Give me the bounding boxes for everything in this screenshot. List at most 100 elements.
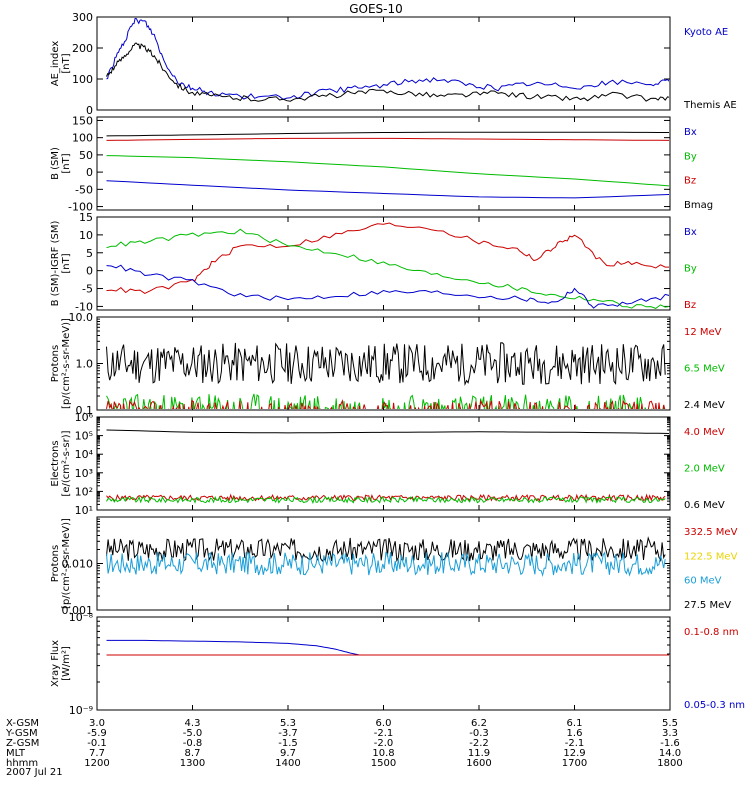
series-line-bz: [106, 137, 669, 141]
x-row-value: -5.0: [183, 728, 203, 739]
y-axis-label: AE_index[nT]: [50, 41, 72, 87]
y-tick-label: 50: [79, 149, 93, 162]
legend-entry: 0.1-0.8 nm: [684, 627, 739, 638]
x-row-value: 9.7: [280, 748, 296, 759]
x-row-value: 10.8: [372, 748, 394, 759]
x-row-value: -2.0: [374, 738, 394, 749]
x-row-value: -2.1: [374, 728, 394, 739]
panel-bsm: -100 -50 0 50 100 150 B (SM)[nT] Bx By Bz Bmag: [50, 114, 713, 213]
x-row-value: 6.0: [376, 718, 392, 729]
y-tick-label: 0: [86, 166, 93, 179]
x-row-value: -2.1: [565, 738, 585, 749]
y-axis-label-line: [nT]: [61, 153, 72, 173]
legend-entry: 60 MeV: [684, 576, 722, 587]
series-line-60-mev: [106, 551, 666, 577]
y-axis-label-line: [nT]: [61, 53, 72, 73]
x-row-value: -0.3: [469, 728, 489, 739]
y-axis-label-line: AE_index: [50, 41, 61, 87]
series-group: [106, 536, 666, 577]
x-row-label: Y-GSM: [5, 728, 38, 739]
x-row-value: 1800: [657, 758, 682, 769]
legend-entry: 27.5 MeV: [684, 600, 731, 611]
y-axis-label: B (SM)[nT]: [50, 147, 72, 180]
y-axis-label-line: B (SM): [50, 147, 61, 180]
x-row-value: -0.1: [87, 738, 107, 749]
series-group: [106, 342, 666, 409]
y-tick-label: 10²: [75, 485, 93, 498]
legend-entry: 0.05-0.3 nm: [684, 700, 745, 711]
legend-entry: Bz: [684, 300, 696, 311]
y-tick-label: 15: [79, 211, 93, 224]
y-tick-label: 100: [72, 132, 93, 145]
y-tick-label: 10⁶: [75, 411, 94, 424]
y-tick-label: 10⁻⁹: [69, 704, 93, 717]
y-tick-label: 0.010: [62, 558, 94, 571]
series-group: [106, 131, 669, 199]
series-line-bx: [106, 180, 669, 199]
series-line-bx: [106, 264, 669, 309]
y-tick-label: -100: [68, 201, 93, 214]
y-axis-label: Protons[p/(cm²-s-sr-MeV)]: [50, 318, 72, 409]
series-line-kyoto-ae: [106, 18, 669, 100]
series-line-0-6-mev: [106, 429, 669, 434]
series-line-2-0-mev: [106, 495, 666, 505]
x-axis-rows: X-GSM 3.0 4.3 5.3 6.0 6.2 6.1 5.5Y-GSM -5.9 -5.0-…: [5, 718, 683, 769]
legend-entry: Bx: [684, 227, 697, 238]
x-row-value: 1600: [466, 758, 491, 769]
y-axis-label-line: Xray Flux: [50, 640, 61, 687]
x-row-value: -1.5: [278, 738, 298, 749]
y-tick-label: 300: [72, 11, 93, 24]
figure-title: GOES-10: [349, 2, 403, 16]
legend-entry: 0.6 MeV: [684, 500, 725, 511]
series-line-by: [106, 228, 669, 309]
y-tick-label: 200: [72, 42, 93, 55]
y-tick-label: 10⁻⁸: [69, 611, 94, 624]
y-tick-label: 10⁴: [75, 448, 94, 461]
y-axis-label-line: Protons: [50, 345, 61, 382]
legend-entry: 2.0 MeV: [684, 464, 725, 475]
y-tick-label: 5: [86, 247, 93, 260]
series-group: [106, 639, 669, 656]
x-row-value: 1200: [84, 758, 109, 769]
series-line-bmag: [106, 131, 669, 137]
x-row-value: 8.7: [185, 748, 201, 759]
legend-entry: Bz: [684, 176, 696, 187]
y-tick-label: -5: [82, 283, 93, 296]
y-tick-label: 10¹: [75, 504, 93, 517]
series-line-0-05-0-3-nm: [106, 639, 669, 656]
x-row-value: 4.3: [185, 718, 201, 729]
panel-frame: [96, 416, 671, 511]
panel-frame: [96, 116, 671, 211]
panel-ae: 0 100 200 300 AE_index[nT] Kyoto AE Themis AE: [50, 11, 737, 117]
legend-entry: 332.5 MeV: [684, 527, 738, 538]
y-tick-label: 100: [72, 73, 93, 86]
y-axis-label-line: [p/(cm²-s-sr-MeV)]: [61, 518, 72, 609]
y-tick-label: 0.001: [62, 604, 94, 617]
panel-frame: [96, 16, 671, 111]
y-axis-label: B (SM)-IGRF (SM)[nT]: [50, 221, 72, 307]
x-row-value: 1700: [562, 758, 587, 769]
series-line-12-mev: [106, 398, 666, 409]
x-row-value: 1500: [371, 758, 396, 769]
y-axis-label: Protons[p/(cm²-s-sr-MeV)]: [50, 518, 72, 609]
x-row-label: X-GSM: [6, 718, 39, 729]
y-tick-label: 10⁵: [75, 430, 93, 443]
x-row-value: -5.9: [87, 728, 107, 739]
x-row-value: 1400: [275, 758, 300, 769]
y-axis-label-line: Electrons: [50, 440, 61, 486]
date-label: 2007 Jul 21: [6, 767, 63, 778]
series-line-2-4-mev: [106, 342, 666, 387]
x-row-value: 11.9: [468, 748, 490, 759]
x-row-value: 3.0: [89, 718, 105, 729]
legend-entry: 122.5 MeV: [684, 551, 738, 562]
y-axis-label-line: [p/(cm²-s-sr-MeV)]: [61, 318, 72, 409]
series-line-bz: [106, 222, 669, 294]
y-axis-label-line: Protons: [50, 545, 61, 582]
x-row-value: 5.3: [280, 718, 296, 729]
legend-entry: By: [684, 151, 697, 162]
y-tick-label: -50: [75, 183, 93, 196]
x-row-value: 6.2: [471, 718, 487, 729]
x-row-value: 12.9: [563, 748, 585, 759]
